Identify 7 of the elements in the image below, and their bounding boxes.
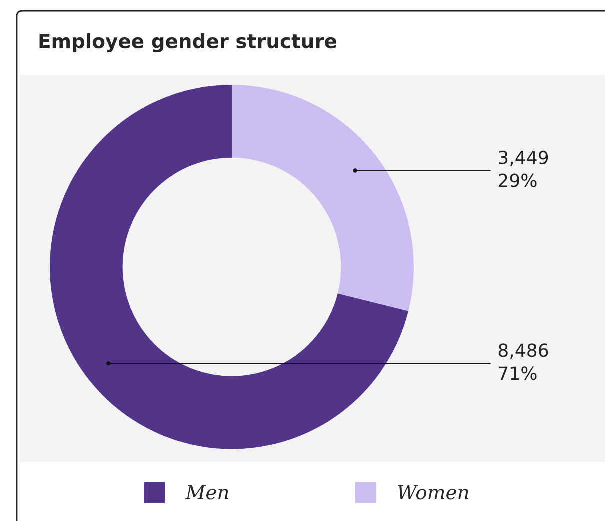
- data-label: 8,486 71%: [498, 344, 548, 380]
- legend-label: Women: [398, 485, 468, 500]
- donut-slice: [232, 85, 414, 312]
- chart-title: Employee gender structure: [40, 34, 337, 52]
- donut-slice: [50, 85, 409, 450]
- legend-label: Men: [185, 485, 228, 500]
- data-label: 3,449 29%: [498, 150, 548, 188]
